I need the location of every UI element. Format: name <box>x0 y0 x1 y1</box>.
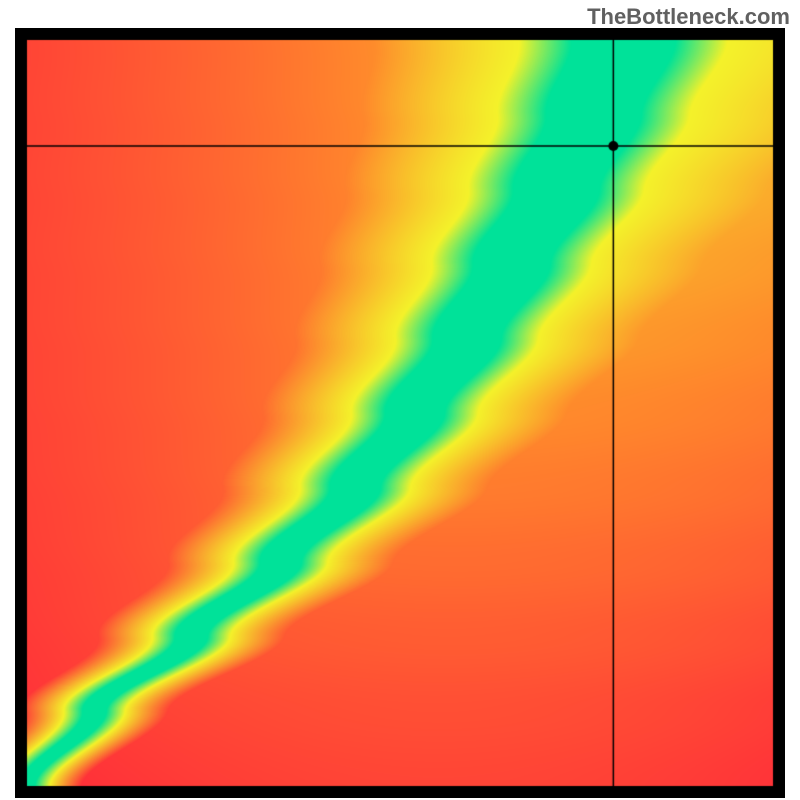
plot-frame <box>15 28 785 798</box>
heatmap-canvas <box>15 28 785 798</box>
chart-container: TheBottleneck.com <box>0 0 800 800</box>
watermark-text: TheBottleneck.com <box>587 4 790 30</box>
